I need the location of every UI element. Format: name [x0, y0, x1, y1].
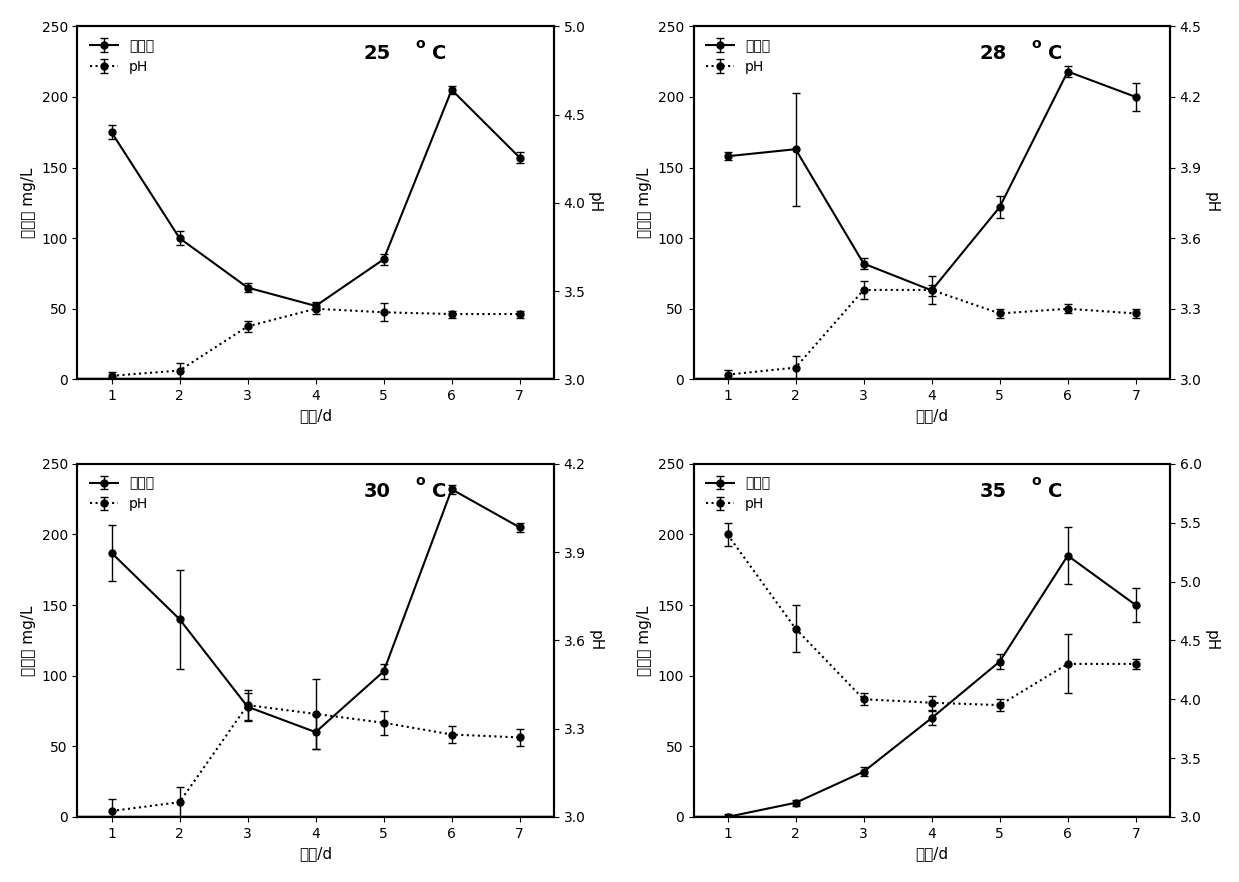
X-axis label: 时间/d: 时间/d [916, 846, 948, 861]
Y-axis label: pH: pH [1203, 192, 1218, 213]
Text: o: o [415, 37, 425, 51]
Legend: 溶磷量, pH: 溶磷量, pH [700, 34, 776, 79]
Y-axis label: 溶磷量 mg/L: 溶磷量 mg/L [21, 605, 36, 676]
Legend: 溶磷量, pH: 溶磷量, pH [84, 34, 160, 79]
X-axis label: 时间/d: 时间/d [916, 408, 948, 423]
Text: C: C [1048, 482, 1063, 500]
Text: C: C [432, 482, 447, 500]
Y-axis label: pH: pH [587, 192, 602, 213]
Text: C: C [432, 44, 447, 63]
X-axis label: 时间/d: 时间/d [299, 408, 332, 423]
X-axis label: 时间/d: 时间/d [299, 846, 332, 861]
Legend: 溶磷量, pH: 溶磷量, pH [700, 471, 776, 517]
Y-axis label: 溶磷量 mg/L: 溶磷量 mg/L [637, 168, 652, 238]
Text: 25: 25 [363, 44, 390, 63]
Text: o: o [1032, 475, 1041, 489]
Y-axis label: 溶磷量 mg/L: 溶磷量 mg/L [21, 168, 36, 238]
Y-axis label: pH: pH [1203, 630, 1218, 651]
Y-axis label: pH: pH [587, 630, 602, 651]
Text: o: o [415, 475, 425, 489]
Text: C: C [1048, 44, 1063, 63]
Text: o: o [1032, 37, 1041, 51]
Y-axis label: 溶磷量 mg/L: 溶磷量 mg/L [637, 605, 652, 676]
Text: 30: 30 [363, 482, 390, 500]
Text: 28: 28 [979, 44, 1006, 63]
Text: 35: 35 [979, 482, 1006, 500]
Legend: 溶磷量, pH: 溶磷量, pH [84, 471, 160, 517]
